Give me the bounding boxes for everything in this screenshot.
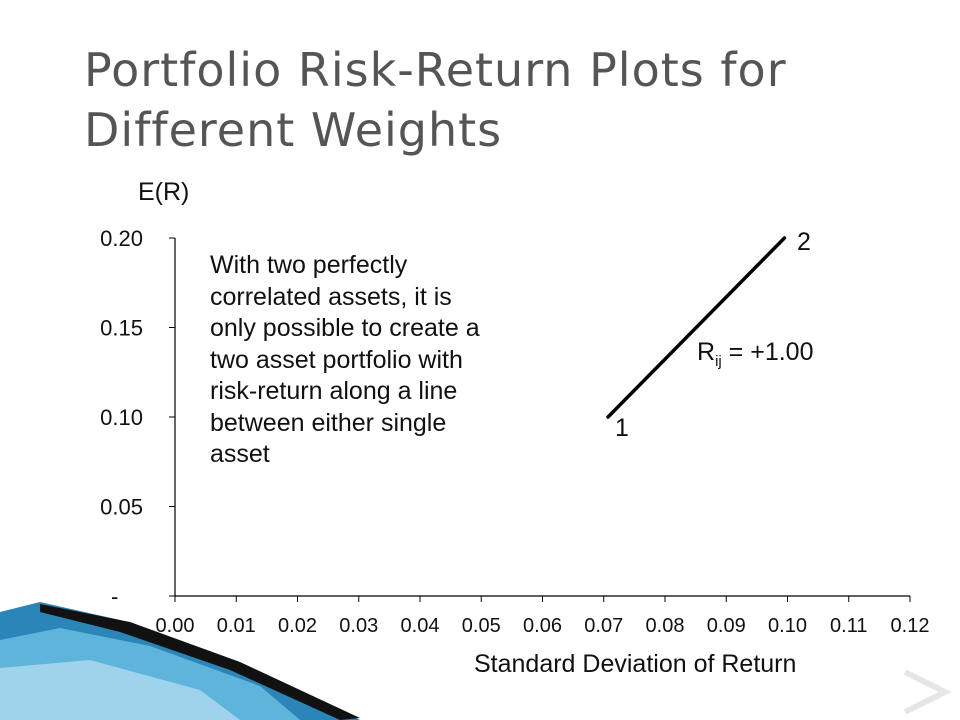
x-tick-label: 0.04 — [401, 615, 440, 637]
x-tick-label: 0.01 — [217, 615, 256, 637]
x-tick-label: 0.07 — [584, 615, 623, 637]
decorative-swoosh — [0, 602, 360, 720]
chart-series — [606, 236, 787, 419]
decorative-arrow-icon — [903, 669, 952, 715]
x-axis-label: Standard Deviation of Return — [474, 650, 797, 678]
x-tick-label: 0.03 — [339, 615, 378, 637]
correlation-subscript: ij — [715, 353, 722, 370]
x-tick-label: 0.06 — [523, 615, 562, 637]
y-tick-label: 0.05 — [100, 495, 143, 520]
y-axis-label: E(R) — [138, 178, 190, 206]
series-line — [606, 236, 787, 419]
x-tick-label: 0.05 — [462, 615, 501, 637]
title-line-1: Portfolio Risk-Return Plots for — [84, 43, 787, 97]
y-tick-label: 0.15 — [100, 316, 143, 341]
x-tick-label: 0.02 — [278, 615, 317, 637]
x-tick-label: 0.08 — [646, 615, 685, 637]
x-tick-label: 0.12 — [891, 615, 930, 637]
point-label-2: 2 — [797, 228, 811, 256]
x-tick-label: 0.00 — [156, 615, 195, 637]
annotation-text: With two perfectly correlated assets, it… — [210, 251, 480, 468]
chart-ticks: 0.00 0.01 0.02 0.03 0.04 0.05 0.06 0.07 0.08 0.09… — [100, 226, 929, 637]
correlation-label: Rij = +1.00 — [697, 338, 813, 370]
y-tick-label: - — [111, 584, 118, 609]
y-tick-label: 0.20 — [100, 226, 143, 251]
y-tick-label: 0.10 — [100, 405, 143, 430]
page-title: Portfolio Risk-Return Plots for Differen… — [84, 40, 924, 160]
x-tick-label: 0.09 — [707, 615, 746, 637]
correlation-symbol: R — [697, 338, 716, 366]
x-tick-label: 0.11 — [830, 615, 867, 637]
correlation-value: = +1.00 — [721, 338, 814, 366]
title-line-2: Different Weights — [84, 103, 503, 157]
point-label-1: 1 — [615, 414, 629, 442]
x-tick-label: 0.10 — [768, 615, 807, 637]
